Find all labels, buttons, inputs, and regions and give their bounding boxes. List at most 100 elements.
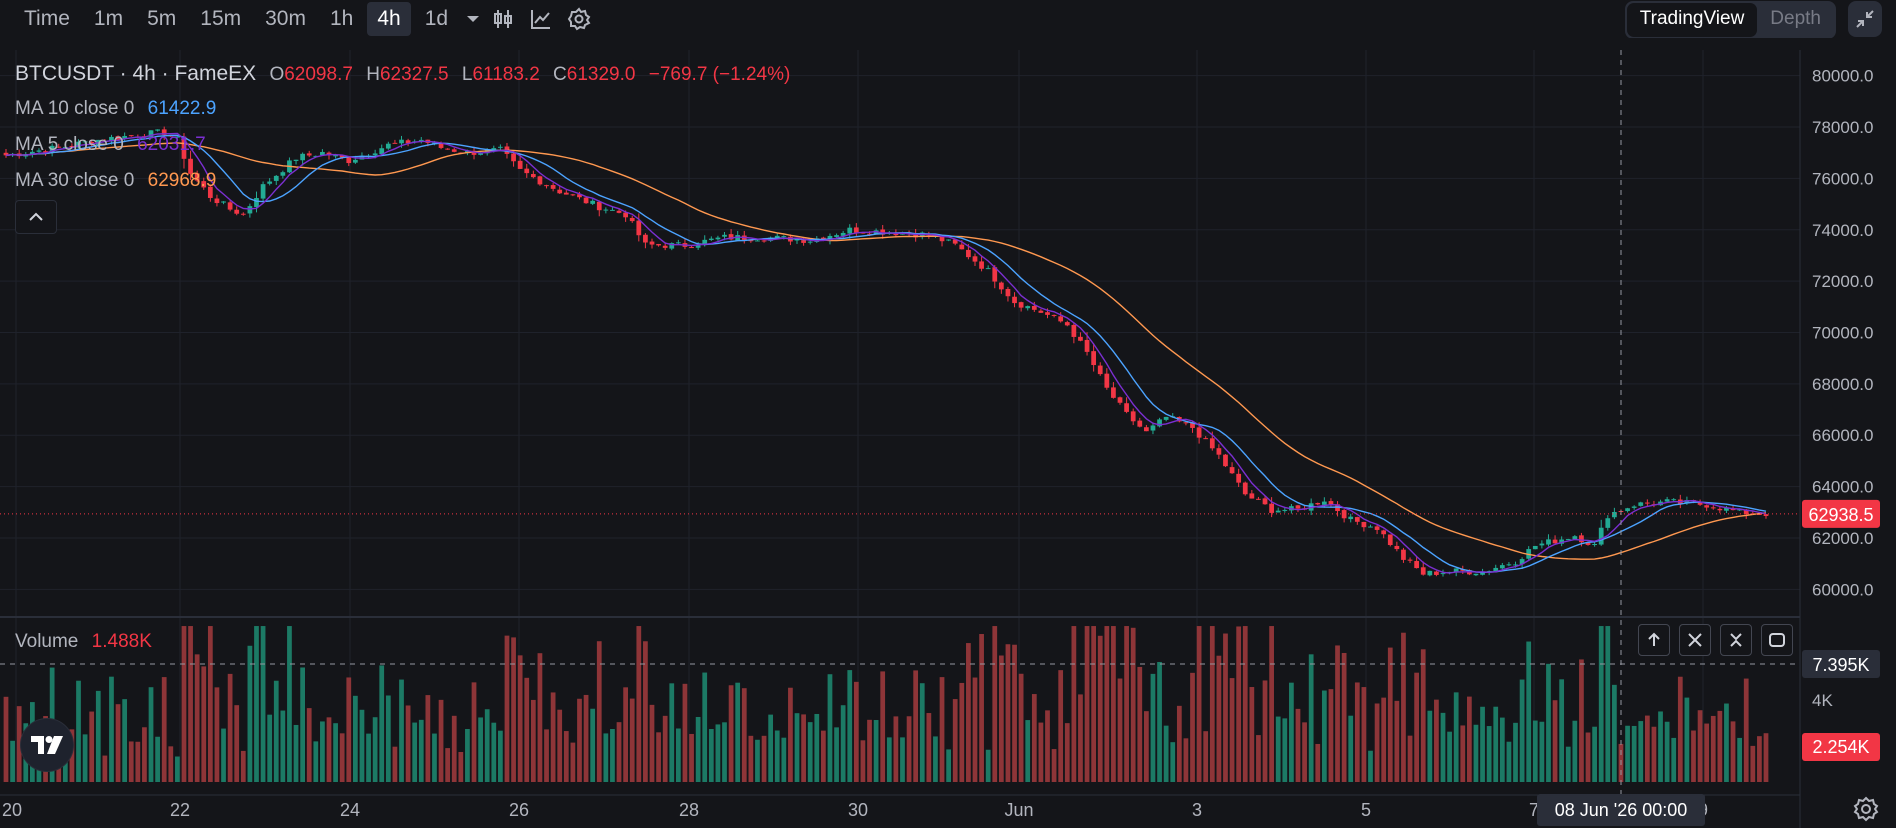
maximize-pane-button[interactable]: [1761, 624, 1793, 656]
candle-body: [161, 129, 167, 135]
candle-body: [761, 240, 767, 242]
volume-bar: [1757, 736, 1762, 782]
volume-bar: [886, 737, 892, 782]
time-tick-label: 5: [1361, 800, 1371, 820]
tradingview-tab[interactable]: TradingView: [1626, 3, 1758, 37]
candle-body: [979, 261, 984, 269]
candles-icon[interactable]: [484, 2, 522, 36]
volume-bar: [1104, 626, 1110, 782]
volume-bar: [596, 641, 602, 782]
volume-bar: [1381, 697, 1387, 782]
candle-body: [1710, 507, 1716, 509]
volume-bar: [755, 739, 760, 782]
volume-bar: [1295, 708, 1301, 782]
timeframe-1m[interactable]: 1m: [93, 7, 124, 30]
timeframe-time[interactable]: Time: [24, 7, 70, 30]
timeframe-1h[interactable]: 1h: [329, 7, 354, 30]
collapse-pane-button[interactable]: [1720, 624, 1752, 656]
volume-bar: [1466, 696, 1472, 782]
indicators-icon[interactable]: [522, 2, 560, 36]
volume-bar: [273, 680, 279, 782]
candle-body: [590, 200, 596, 204]
volume-bar: [1203, 731, 1209, 782]
candle-body: [1236, 473, 1242, 483]
volume-bar: [168, 746, 174, 782]
candle-body: [1038, 310, 1044, 313]
tradingview-logo[interactable]: [20, 718, 74, 772]
candle-body: [1559, 539, 1565, 544]
candle-body: [122, 136, 128, 139]
volume-bar: [76, 680, 81, 782]
volume-bar: [1084, 626, 1090, 782]
gear-icon[interactable]: [560, 2, 598, 36]
volume-bar: [142, 727, 147, 782]
volume-bar: [1163, 725, 1169, 782]
volume-bar: [484, 709, 490, 782]
volume-bar: [715, 724, 721, 782]
volume-bar: [1236, 626, 1242, 782]
candle-body: [1223, 454, 1228, 467]
candle-body: [643, 234, 648, 243]
ma30-value: 62968.9: [147, 170, 217, 191]
candle-body: [675, 242, 681, 244]
candle-body: [1671, 499, 1677, 501]
chevron-down-icon[interactable]: [462, 2, 484, 36]
candle-body: [109, 136, 114, 142]
timeframe-5m[interactable]: 5m: [147, 7, 177, 30]
volume-bar: [1493, 706, 1499, 782]
close-pane-button[interactable]: [1679, 624, 1711, 656]
price-tick-label: 62000.0: [1812, 529, 1873, 548]
candle-body: [695, 245, 701, 248]
volume-bar: [1328, 689, 1334, 782]
legend-collapse-button[interactable]: [15, 200, 57, 234]
candle-body: [1117, 397, 1123, 403]
volume-bar: [1526, 641, 1532, 782]
time-tick-label: 30: [848, 800, 868, 820]
volume-bar: [1513, 722, 1518, 782]
chart-settings-icon[interactable]: [1852, 795, 1880, 823]
candle-body: [49, 145, 55, 152]
volume-bar: [1275, 716, 1281, 782]
candle-body: [1209, 438, 1215, 449]
candle-body: [181, 136, 187, 159]
candle-body: [517, 160, 523, 169]
volume-value: 1.488K: [91, 631, 152, 652]
move-pane-up-button[interactable]: [1638, 624, 1670, 656]
volume-bar: [1684, 697, 1690, 782]
candle-body: [1664, 499, 1670, 502]
candle-body: [755, 240, 760, 242]
volume-bar: [1223, 633, 1228, 782]
volume-bar: [1546, 663, 1551, 782]
candle-body: [1104, 373, 1110, 388]
volume-bar: [89, 711, 95, 782]
timeframe-15m[interactable]: 15m: [200, 7, 242, 30]
candle-body: [1097, 365, 1103, 375]
volume-bar: [550, 692, 556, 782]
collapse-icon[interactable]: [1848, 1, 1882, 37]
timeframe-30m[interactable]: 30m: [265, 7, 306, 30]
volume-bar: [1091, 626, 1097, 782]
candle-body: [946, 239, 951, 241]
candle-body: [76, 141, 81, 148]
volume-bar: [840, 705, 846, 782]
timeframe-4h[interactable]: 4h: [367, 2, 411, 36]
volume-bar: [1704, 723, 1710, 782]
volume-bar: [1427, 710, 1433, 782]
timeframe-1d[interactable]: 1d: [424, 7, 449, 30]
candle-body: [1249, 493, 1255, 499]
volume-bar: [1117, 678, 1123, 782]
depth-tab[interactable]: Depth: [1770, 8, 1821, 29]
volume-bar: [675, 728, 681, 782]
candle-body: [524, 168, 530, 174]
candle-body: [807, 241, 813, 243]
candle-body: [1111, 387, 1116, 398]
candle-body: [530, 174, 536, 178]
candle-body: [36, 150, 42, 152]
candle-body: [998, 282, 1004, 290]
volume-bar: [1249, 687, 1255, 782]
price-tick-label: 74000.0: [1812, 221, 1873, 240]
candle-body: [1005, 288, 1011, 297]
volume-bar: [682, 683, 688, 782]
candle-body: [1644, 502, 1650, 504]
